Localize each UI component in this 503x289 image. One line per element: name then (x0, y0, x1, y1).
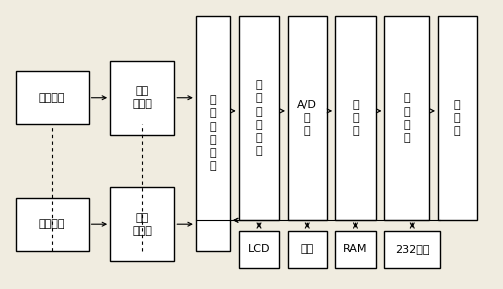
Text: LCD: LCD (248, 244, 270, 254)
Bar (16, 71, 89, 124)
Bar (335, 231, 376, 268)
Text: A/D
转
换: A/D 转 换 (297, 100, 317, 136)
Text: RAM: RAM (343, 244, 368, 254)
Bar (238, 16, 279, 220)
Text: 热传感器: 热传感器 (39, 219, 65, 229)
Bar (335, 16, 376, 220)
Bar (288, 231, 326, 268)
Bar (110, 187, 175, 261)
Text: 开
关
组: 开 关 组 (454, 100, 461, 136)
Text: 开
关
驱
动: 开 关 驱 动 (403, 93, 410, 143)
Bar (384, 231, 440, 268)
Bar (110, 61, 175, 135)
Bar (196, 16, 230, 251)
Text: 热传感器: 热传感器 (39, 93, 65, 103)
Text: 多
路
选
择
开
关: 多 路 选 择 开 关 (210, 95, 216, 171)
Bar (288, 16, 326, 220)
Bar (238, 231, 279, 268)
Text: 差分
放大器: 差分 放大器 (132, 86, 152, 109)
Text: 232通讯: 232通讯 (395, 244, 430, 254)
Bar (16, 198, 89, 251)
Text: 差分
放大器: 差分 放大器 (132, 213, 152, 236)
Text: 可
编
程
放
大
器: 可 编 程 放 大 器 (256, 80, 262, 156)
Text: 单
片
机: 单 片 机 (352, 100, 359, 136)
Bar (384, 16, 430, 220)
Bar (438, 16, 476, 220)
Text: 键盘: 键盘 (301, 244, 314, 254)
